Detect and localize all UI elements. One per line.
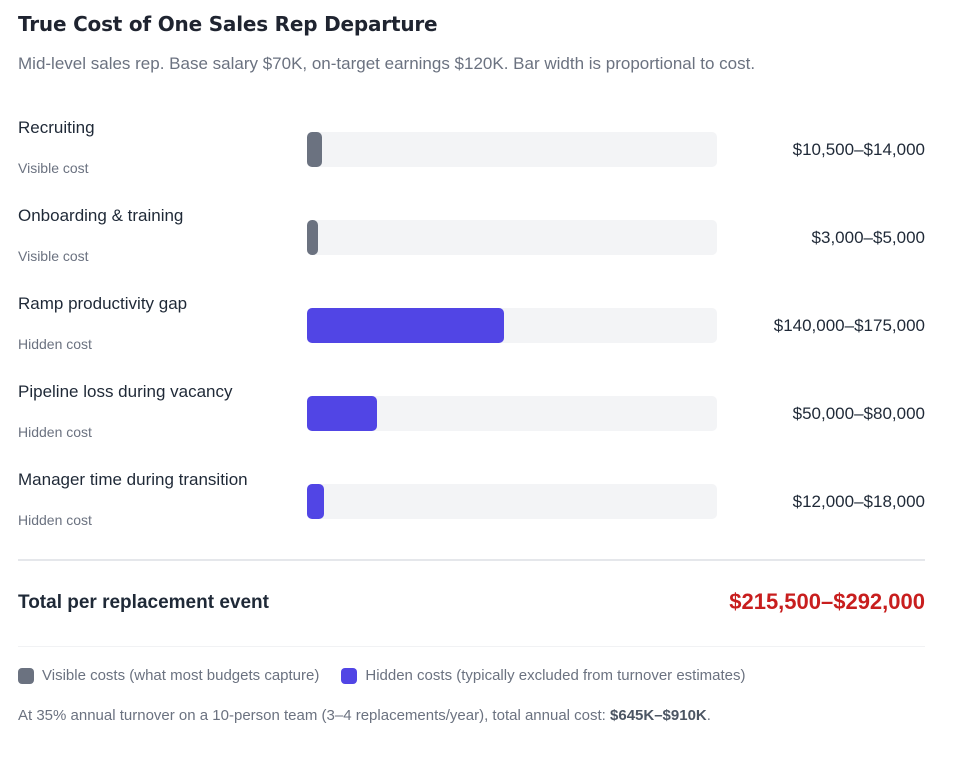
legend-label-hidden: Hidden costs (typically excluded from tu…	[365, 667, 746, 684]
legend-divider	[18, 646, 925, 647]
bar-value-label: $10,500–$14,000	[792, 140, 925, 159]
bar-type-label: Hidden cost	[18, 512, 92, 528]
bar-track	[307, 484, 717, 519]
bar-label: Manager time during transition	[18, 470, 248, 489]
bar-value-label: $12,000–$18,000	[792, 492, 925, 511]
bar-value-label: $3,000–$5,000	[811, 228, 925, 247]
legend-item-hidden: Hidden costs (typically excluded from tu…	[341, 667, 746, 684]
bar-hidden	[307, 308, 504, 343]
bar-type-label: Visible cost	[18, 160, 89, 176]
bar-track	[307, 396, 717, 431]
legend-swatch-visible	[18, 667, 34, 684]
footnote-text: At 35% annual turnover on a 10-person te…	[18, 707, 611, 724]
bar-label: Recruiting	[18, 118, 95, 137]
chart-subtitle: Mid-level sales rep. Base salary $70K, o…	[18, 54, 756, 73]
bar-row: Manager time during transition Hidden cos…	[0, 470, 964, 558]
bar-type-label: Visible cost	[18, 248, 89, 264]
bar-row: Pipeline loss during vacancy Hidden cost $…	[0, 382, 964, 470]
bar-row: Ramp productivity gap Hidden cost $140,000…	[0, 294, 964, 382]
footnote-end: .	[706, 707, 711, 724]
bar-visible	[307, 220, 318, 255]
bar-label: Onboarding & training	[18, 206, 184, 225]
total-divider	[18, 559, 925, 561]
bar-type-label: Hidden cost	[18, 336, 92, 352]
total-value: $215,500–$292,000	[729, 589, 925, 614]
legend-swatch-hidden	[341, 667, 358, 684]
footnote-emphasis: $645K–$910K	[610, 707, 707, 724]
legend-label-visible: Visible costs (what most budgets capture…	[42, 667, 320, 684]
chart-title: True Cost of One Sales Rep Departure	[18, 12, 438, 36]
bar-type-label: Hidden cost	[18, 424, 92, 440]
bar-hidden	[307, 484, 324, 519]
bar-row: Recruiting Visible cost $10,500–$14,000	[0, 118, 964, 206]
bar-value-label: $50,000–$80,000	[792, 404, 925, 423]
bar-label: Ramp productivity gap	[18, 294, 188, 313]
bar-label: Pipeline loss during vacancy	[18, 382, 233, 401]
total-label: Total per replacement event	[18, 592, 269, 613]
bar-row: Onboarding & training Visible cost $3,000–…	[0, 206, 964, 294]
bar-value-label: $140,000–$175,000	[773, 316, 925, 335]
bar-visible	[307, 132, 322, 167]
footnote: At 35% annual turnover on a 10-person te…	[18, 707, 711, 724]
legend: Visible costs (what most budgets capture…	[18, 667, 768, 684]
bar-track	[307, 308, 717, 343]
bar-track	[307, 132, 717, 167]
bar-track	[307, 220, 717, 255]
legend-item-visible: Visible costs (what most budgets capture…	[18, 667, 319, 684]
bar-hidden	[307, 396, 377, 431]
